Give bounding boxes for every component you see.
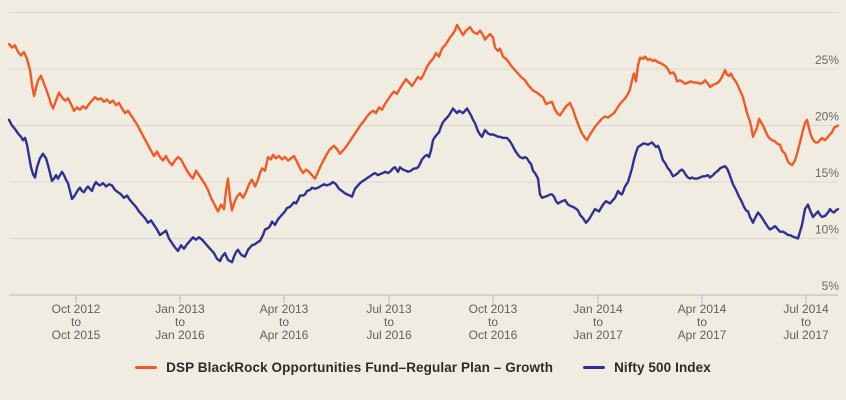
- x-axis-label-6: Apr 2014 to Apr 2017: [678, 302, 727, 342]
- x-axis-label-4: Oct 2013 to Oct 2016: [469, 302, 518, 342]
- x-axis-label-3: Jul 2013 to Jul 2016: [366, 302, 412, 342]
- legend-label-fund: DSP BlackRock Opportunities Fund–Regular…: [166, 360, 554, 375]
- line-chart: 25% 20% 15% 10% 5% Oct 2012 to Oct 2015 Jan 2013…: [7, 12, 840, 342]
- x-axis-label-1: Jan 2013 to Jan 2016: [155, 302, 205, 342]
- x-axis-label-2: Apr 2013 to Apr 2016: [260, 302, 309, 342]
- series-line-index: [7, 107, 840, 264]
- legend-item-index[interactable]: Nifty 500 Index: [583, 360, 711, 375]
- x-axis-label-0: Oct 2012 to Oct 2015: [52, 302, 101, 342]
- y-axis-label-15%: 15%: [815, 166, 839, 180]
- fund-series-marker-icon: [135, 366, 158, 369]
- y-axis-label-5%: 5%: [822, 279, 840, 293]
- y-axis-label-20%: 20%: [815, 110, 839, 124]
- x-axis-label-5: Jan 2014 to Jan 2017: [573, 302, 623, 342]
- series-line-fund: [7, 23, 840, 213]
- y-axis-label-25%: 25%: [815, 53, 839, 67]
- legend-label-index: Nifty 500 Index: [614, 360, 711, 375]
- chart-legend: DSP BlackRock Opportunities Fund–Regular…: [0, 360, 846, 375]
- chart-plot-area: 25% 20% 15% 10% 5% Oct 2012 to Oct 2015 Jan 2013…: [7, 12, 840, 342]
- legend-item-fund[interactable]: DSP BlackRock Opportunities Fund–Regular…: [135, 360, 553, 375]
- y-axis-label-10%: 10%: [815, 223, 839, 237]
- index-series-marker-icon: [583, 366, 606, 369]
- x-axis-label-7: Jul 2014 to Jul 2017: [783, 302, 829, 342]
